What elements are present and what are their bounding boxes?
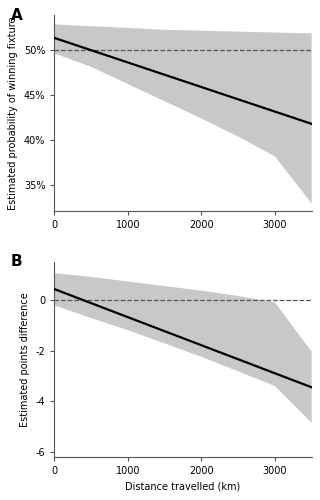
Text: B: B — [11, 254, 22, 269]
Polygon shape — [54, 24, 312, 204]
Text: A: A — [11, 8, 22, 22]
Y-axis label: Estimated probability of winning fixture: Estimated probability of winning fixture — [8, 16, 18, 210]
Polygon shape — [54, 273, 312, 423]
Y-axis label: Estimated points difference: Estimated points difference — [20, 292, 30, 427]
X-axis label: Distance travelled (km): Distance travelled (km) — [125, 482, 241, 492]
